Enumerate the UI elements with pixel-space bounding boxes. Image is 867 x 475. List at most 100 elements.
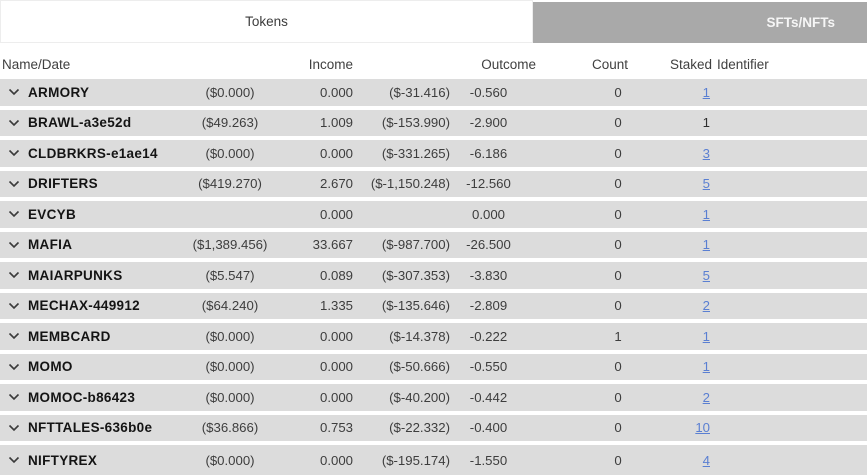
income-usd-value: ($5.547) (205, 267, 255, 283)
income-value: 0.753 (319, 420, 353, 436)
income-value: 1.009 (319, 115, 353, 131)
token-name-cell: NIFTYREX (0, 453, 160, 468)
income-usd-value: ($0.000) (205, 328, 255, 344)
count-value: 0 (614, 176, 622, 192)
chevron-down-icon[interactable] (8, 88, 20, 96)
outcome-value: -26.500 (466, 237, 511, 253)
tab-tokens[interactable]: Tokens (0, 0, 533, 43)
outcome-usd-value: ($-331.265) (381, 145, 450, 161)
income-value: 0.000 (319, 452, 353, 468)
token-name: MECHAX-449912 (28, 298, 140, 314)
staked-link[interactable]: 4 (702, 452, 710, 468)
outcome-usd-value: ($-195.174) (381, 452, 450, 468)
income-value: 0.000 (319, 206, 353, 222)
count-value: 0 (614, 145, 622, 161)
staked-link[interactable]: 3 (702, 145, 710, 161)
outcome-value: -12.560 (466, 176, 511, 192)
table-row[interactable]: ARMORY ($0.000) 0.000 ($-31.416) -0.560 … (0, 79, 867, 106)
outcome-value: -0.400 (469, 420, 508, 436)
outcome-usd-value: ($-135.646) (381, 298, 450, 314)
income-value: 0.000 (319, 328, 353, 344)
income-usd-value: ($0.000) (205, 389, 255, 405)
staked-cell: 1 (703, 359, 712, 374)
count-value: 0 (614, 420, 622, 436)
count-value: 0 (614, 115, 622, 131)
table-row[interactable]: MAIARPUNKS ($5.547) 0.089 ($-307.353) -3… (0, 262, 867, 289)
staked-link[interactable]: 2 (702, 298, 710, 314)
token-name: NIFTYREX (28, 452, 98, 468)
income-usd-value: ($1,389.456) (192, 237, 268, 253)
chevron-down-icon[interactable] (8, 456, 20, 464)
chevron-down-icon[interactable] (8, 332, 20, 340)
staked-link[interactable]: 10 (695, 420, 710, 436)
outcome-value: -2.900 (469, 115, 508, 131)
token-name-cell: ARMORY (0, 85, 160, 100)
table-row[interactable]: NFTTALES-636b0e ($36.866) 0.753 ($-22.33… (0, 414, 867, 441)
token-name: MAIARPUNKS (28, 267, 123, 283)
income-value: 0.000 (319, 389, 353, 405)
table-row[interactable]: EVCYB 0.000 0.000 0 1 (0, 201, 867, 228)
chevron-down-icon[interactable] (8, 210, 20, 218)
table-row[interactable]: MECHAX-449912 ($64.240) 1.335 ($-135.646… (0, 292, 867, 319)
token-name-cell: NFTTALES-636b0e (0, 420, 160, 435)
outcome-value: -0.222 (469, 328, 508, 344)
table-row[interactable]: NIFTYREX ($0.000) 0.000 ($-195.174) -1.5… (0, 445, 867, 475)
token-name: EVCYB (28, 206, 77, 222)
staked-link[interactable]: 5 (702, 267, 710, 283)
tab-sfts-nfts[interactable]: SFTs/NFTs (533, 2, 867, 43)
chevron-down-icon[interactable] (8, 241, 20, 249)
count-value: 1 (614, 328, 622, 344)
staked-cell: 1 (703, 85, 712, 100)
token-name-cell: MEMBCARD (0, 329, 160, 344)
staked-cell: 10 (695, 420, 712, 435)
staked-link[interactable]: 1 (702, 237, 710, 253)
outcome-usd-value: ($-40.200) (389, 389, 450, 405)
outcome-value: -0.560 (469, 84, 508, 100)
chevron-down-icon[interactable] (8, 363, 20, 371)
income-value: 33.667 (312, 237, 353, 253)
income-usd-value: ($0.000) (205, 145, 255, 161)
column-header-staked: Staked (669, 57, 712, 72)
table-row[interactable]: DRIFTERS ($419.270) 2.670 ($-1,150.248) … (0, 170, 867, 197)
staked-link[interactable]: 1 (702, 84, 710, 100)
staked-cell: 5 (703, 268, 712, 283)
outcome-usd-value: ($-987.700) (381, 237, 450, 253)
column-header-name-date: Name/Date (2, 57, 71, 72)
income-value: 0.000 (319, 145, 353, 161)
token-name-cell: BRAWL-a3e52d (0, 115, 160, 130)
income-usd-value: ($64.240) (201, 298, 259, 314)
outcome-value: -2.809 (469, 298, 508, 314)
table-body: ARMORY ($0.000) 0.000 ($-31.416) -0.560 … (0, 79, 867, 475)
table-row[interactable]: CLDBRKRS-e1ae14 ($0.000) 0.000 ($-331.26… (0, 140, 867, 167)
staked-link[interactable]: 1 (702, 359, 710, 375)
table-row[interactable]: MOMOC-b86423 ($0.000) 0.000 ($-40.200) -… (0, 384, 867, 411)
staked-link[interactable]: 1 (702, 328, 710, 344)
table-row[interactable]: MAFIA ($1,389.456) 33.667 ($-987.700) -2… (0, 231, 867, 258)
token-name-cell: MOMOC-b86423 (0, 390, 160, 405)
chevron-down-icon[interactable] (8, 180, 20, 188)
chevron-down-icon[interactable] (8, 424, 20, 432)
staked-link[interactable]: 5 (702, 176, 710, 192)
token-name-cell: MECHAX-449912 (0, 298, 160, 313)
staked-link[interactable]: 1 (702, 206, 710, 222)
table-row[interactable]: MOMO ($0.000) 0.000 ($-50.666) -0.550 0 … (0, 353, 867, 380)
count-value: 0 (614, 267, 622, 283)
staked-cell: 1 (703, 329, 712, 344)
outcome-usd-value: ($-31.416) (389, 84, 450, 100)
column-header-count: Count (591, 57, 629, 72)
column-header-income: Income (308, 57, 353, 72)
token-name-cell: MAFIA (0, 237, 160, 252)
token-name: MEMBCARD (28, 328, 111, 344)
chevron-down-icon[interactable] (8, 271, 20, 279)
table-row[interactable]: MEMBCARD ($0.000) 0.000 ($-14.378) -0.22… (0, 323, 867, 350)
staked-cell: 1 (703, 237, 712, 252)
staked-link[interactable]: 2 (702, 389, 710, 405)
outcome-value: -1.550 (469, 452, 508, 468)
chevron-down-icon[interactable] (8, 302, 20, 310)
chevron-down-icon[interactable] (8, 119, 20, 127)
chevron-down-icon[interactable] (8, 393, 20, 401)
income-usd-value: ($0.000) (205, 359, 255, 375)
chevron-down-icon[interactable] (8, 149, 20, 157)
table-row[interactable]: BRAWL-a3e52d ($49.263) 1.009 ($-153.990)… (0, 109, 867, 136)
